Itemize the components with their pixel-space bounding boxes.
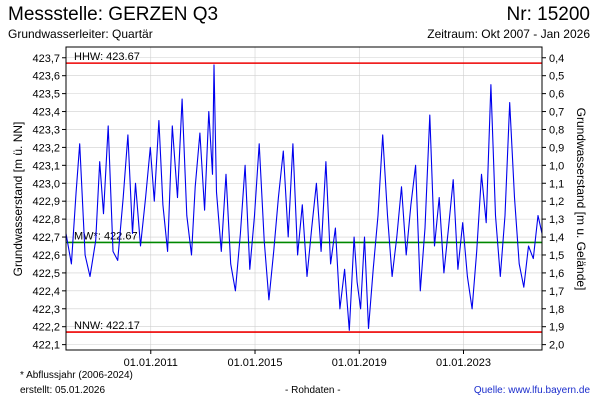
y-tick-label-right: 1,2 (549, 196, 564, 208)
y-tick-label-left: 423,1 (32, 160, 60, 172)
y-tick-label-left: 422,5 (32, 268, 60, 280)
source-link[interactable]: Quelle: www.lfu.bayern.de (473, 385, 590, 396)
reference-label-mhw: MW*: 422.67 (74, 230, 138, 242)
rawdata-label: - Rohdaten - (285, 385, 341, 396)
footnote: * Abflussjahr (2006-2024) (20, 370, 133, 381)
y-tick-label-left: 422,2 (32, 322, 60, 334)
x-ticks: 01.01.2011 01.01.2015 01.01.2019 01.01.2023 (124, 350, 491, 369)
y-tick-label-right: 1,5 (549, 250, 564, 262)
created-date: erstellt: 05.01.2026 (20, 385, 106, 396)
y-tick-label-right: 0,8 (549, 124, 564, 136)
period-label: Zeitraum: Okt 2007 - Jan 2026 (427, 27, 590, 41)
y-tick-label-left: 422,8 (32, 214, 60, 226)
y-tick-label-right: 1,1 (549, 178, 564, 190)
y-tick-label-right: 1,6 (549, 268, 564, 280)
y-tick-label-right: 1,0 (549, 160, 564, 172)
y-tick-label-right: 1,7 (549, 286, 564, 298)
y-tick-label-left: 423,7 (32, 53, 60, 65)
plot-frame (65, 46, 543, 351)
y-tick-label-left: 423,6 (32, 71, 60, 83)
y-tick-label-right: 1,3 (549, 214, 564, 226)
y-tick-label-left: 422,9 (32, 196, 60, 208)
x-tick-label: 01.01.2011 (124, 357, 178, 369)
y-tick-label-left: 423,5 (32, 89, 60, 101)
reference-label-nnw: NNW: 422.17 (74, 320, 140, 332)
y-tick-label-left: 422,3 (32, 304, 60, 316)
station-title: Messstelle: GERZEN Q3 (8, 4, 219, 25)
y-ticks-right: 2,0 1,9 1,8 1,7 1,6 1,5 1,4 1,3 1,2 1,1 1,0 0,9 0,8 0… (542, 53, 564, 352)
y-tick-label-left: 423,0 (32, 178, 60, 190)
station-number: Nr: 15200 (506, 4, 590, 25)
series-layer (65, 64, 543, 331)
y-tick-label-left: 423,4 (32, 107, 60, 119)
series-line-0 (65, 64, 543, 331)
grid (66, 47, 542, 350)
x-tick-label: 01.01.2019 (332, 357, 387, 369)
y-tick-label-right: 0,5 (549, 71, 564, 83)
x-tick-label: 01.01.2023 (436, 357, 491, 369)
y-tick-label-left: 422,7 (32, 232, 60, 244)
y-tick-label-right: 0,6 (549, 89, 564, 101)
reference-label-hhw: HHW: 423.67 (74, 51, 140, 63)
y-tick-label-right: 0,9 (549, 142, 564, 154)
y-tick-label-left: 423,2 (32, 142, 60, 154)
y-tick-label-right: 2,0 (549, 340, 564, 352)
y-tick-label-right: 1,4 (549, 232, 564, 244)
reference-lines: HHW: 423.67 MW*: 422.67 NNW: 422.17 (66, 51, 542, 333)
y-tick-label-left: 422,6 (32, 250, 60, 262)
y-tick-label-right: 1,8 (549, 304, 564, 316)
y-tick-label-right: 0,4 (549, 53, 564, 65)
x-tick-label: 01.01.2015 (227, 357, 282, 369)
aquifer-label: Grundwasserleiter: Quartär (8, 27, 153, 41)
y-tick-label-right: 0,7 (549, 107, 564, 119)
y-tick-label-right: 1,9 (549, 322, 564, 334)
y-tick-label-left: 422,4 (32, 286, 60, 298)
y-ticks-left: 422,1 422,2 422,3 422,4 422,5 422,6 422,7 422,8… (32, 53, 66, 352)
y-tick-label-left: 423,3 (32, 124, 60, 136)
y-tick-label-left: 422,1 (32, 340, 60, 352)
